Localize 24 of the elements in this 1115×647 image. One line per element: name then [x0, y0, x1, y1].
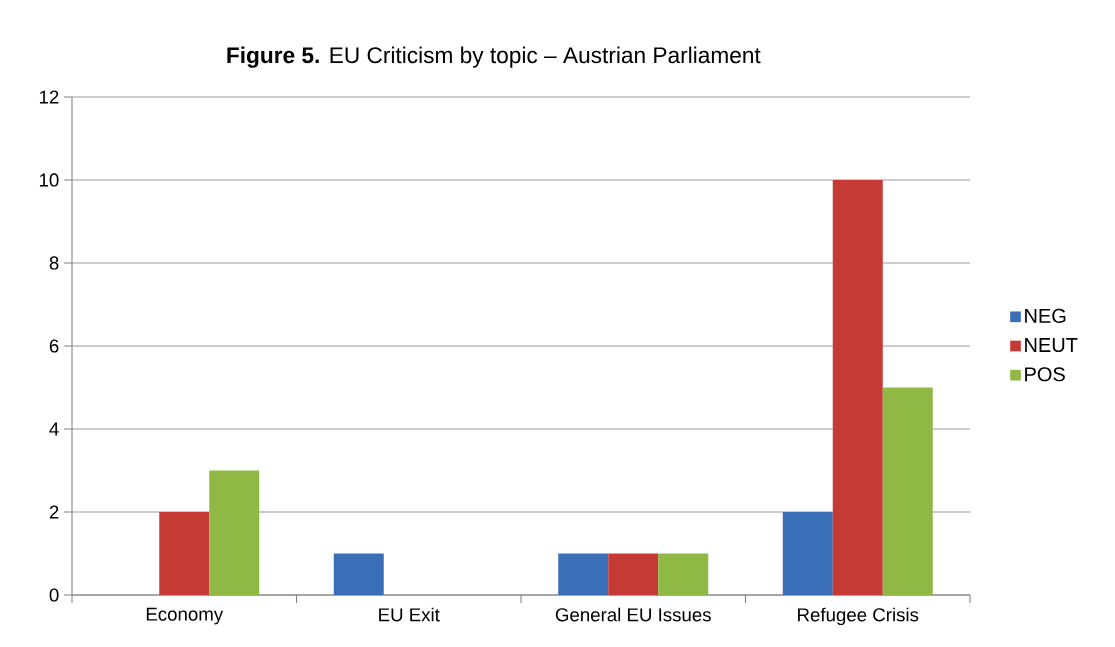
legend-label: POS — [1025, 367, 1065, 382]
x-tick-label: Economy — [146, 607, 224, 625]
bar — [209, 470, 260, 595]
legend-label: NEUT — [1025, 338, 1078, 353]
bar — [882, 387, 933, 595]
x-tick-label: Refugee Crisis — [798, 607, 919, 626]
y-tick-label: 6 — [49, 339, 59, 353]
chart-title: Figure 5. EU Criticism by topic – Austrian Parliament — [227, 46, 761, 68]
legend-label: NEG — [1025, 308, 1066, 323]
x-tick-label: General EU Issues — [555, 607, 711, 622]
y-tick-label: 12 — [39, 90, 59, 104]
bar — [333, 553, 384, 595]
bar — [558, 553, 609, 595]
y-tick-label: 8 — [49, 256, 59, 270]
y-tick-label: 4 — [49, 422, 59, 436]
y-tick-label: 0 — [49, 588, 59, 602]
bar — [782, 512, 833, 595]
y-tick-label: 2 — [49, 505, 59, 519]
x-tick-label: EU Exit — [379, 607, 440, 622]
bar — [658, 553, 709, 595]
bar — [159, 512, 210, 595]
y-tick-label: 10 — [39, 173, 59, 187]
bar — [832, 180, 883, 595]
bar — [608, 553, 659, 595]
